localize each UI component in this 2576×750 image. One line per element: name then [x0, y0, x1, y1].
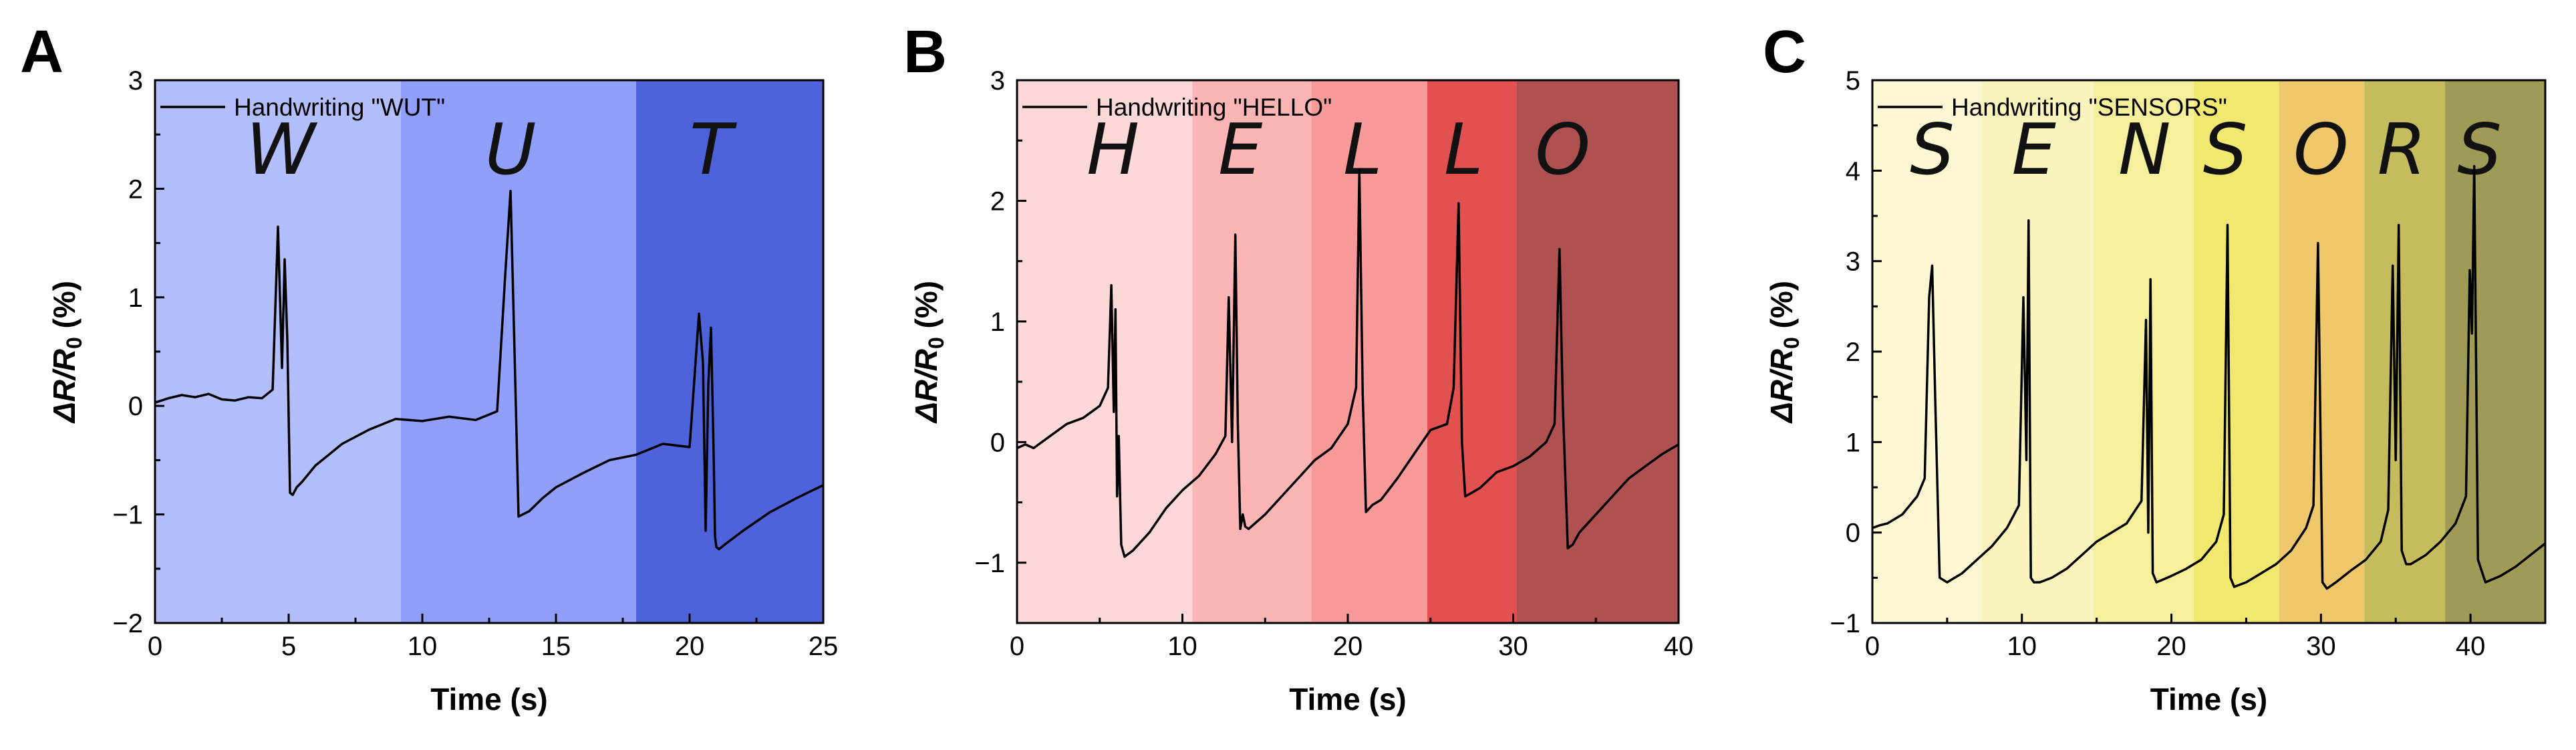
y-axis-title-main: ΔR/R — [909, 349, 944, 424]
color-band-1 — [1017, 80, 1193, 623]
panel-label: A — [20, 19, 63, 86]
y-tick-label: −1 — [974, 549, 1005, 578]
y-tick-label: −2 — [112, 609, 143, 638]
color-band-6 — [2364, 80, 2446, 623]
x-tick-label: 10 — [1167, 632, 1197, 661]
handwritten-letter-1: H — [1087, 109, 1139, 191]
y-axis-title: ΔR/R0 (%) — [909, 281, 948, 424]
y-axis-title-unit: (%) — [1764, 281, 1799, 337]
x-tick-label: 0 — [148, 632, 162, 661]
legend-label: Handwriting "WUT" — [234, 94, 445, 121]
legend-label: Handwriting "SENSORS" — [1951, 94, 2227, 121]
handwritten-letter-2: E — [1218, 109, 1263, 191]
y-tick-label: 1 — [1846, 428, 1860, 457]
color-band-3 — [1311, 80, 1427, 623]
x-tick-label: 30 — [2306, 632, 2336, 661]
handwritten-letter-5: O — [2293, 109, 2349, 191]
x-tick-label: 0 — [1010, 632, 1024, 661]
color-band-2 — [1981, 80, 2094, 623]
handwritten-letter-2: E — [2012, 109, 2057, 191]
legend-label: Handwriting "HELLO" — [1096, 94, 1332, 121]
handwritten-letter-3: T — [690, 109, 737, 191]
data-line — [1016, 169, 1679, 558]
y-tick-label: 1 — [128, 283, 143, 313]
y-tick-label: 2 — [990, 186, 1005, 216]
panel-label: B — [903, 19, 947, 86]
y-tick-label: 2 — [128, 174, 143, 204]
color-band-5 — [1516, 80, 1679, 623]
panel-label: C — [1763, 19, 1806, 86]
color-band-4 — [2194, 80, 2279, 623]
x-tick-label: 40 — [2456, 632, 2486, 661]
y-tick-label: −1 — [1830, 609, 1860, 638]
y-tick-label: 3 — [990, 66, 1005, 96]
x-tick-label: 0 — [1865, 632, 1880, 661]
y-tick-label: −1 — [112, 501, 143, 530]
y-tick-label: 4 — [1846, 156, 1860, 186]
y-axis-title-main: ΔR/R — [1764, 349, 1799, 424]
x-axis-title: Time (s) — [1289, 682, 1407, 717]
handwritten-letter-5: O — [1535, 109, 1590, 191]
data-line — [154, 189, 824, 551]
y-tick-label: 0 — [990, 428, 1005, 457]
y-tick-label: 1 — [990, 307, 1005, 337]
y-tick-label: 3 — [1846, 247, 1860, 277]
y-axis-title-subscript: 0 — [924, 337, 948, 349]
x-tick-label: 5 — [281, 632, 296, 661]
color-band-1 — [155, 80, 401, 623]
handwritten-letter-6: R — [2378, 109, 2426, 191]
x-tick-label: 40 — [1664, 632, 1694, 661]
handwritten-letter-4: S — [2203, 109, 2248, 191]
y-axis-title-unit: (%) — [47, 281, 82, 337]
handwritten-letter-3: N — [2118, 109, 2171, 191]
y-axis-title-subscript: 0 — [1779, 337, 1804, 349]
color-band-4 — [1427, 80, 1517, 623]
color-band-7 — [2445, 80, 2545, 623]
x-tick-label: 25 — [809, 632, 839, 661]
y-axis-title-main: ΔR/R — [47, 349, 82, 424]
y-axis-title: ΔR/R0 (%) — [47, 281, 86, 424]
handwritten-letter-3: L — [1343, 109, 1383, 191]
x-tick-label: 15 — [541, 632, 571, 661]
x-tick-label: 10 — [408, 632, 438, 661]
y-tick-label: 0 — [128, 392, 143, 421]
handwritten-letter-2: U — [485, 109, 537, 191]
x-tick-label: 10 — [2007, 632, 2037, 661]
handwritten-letter-1: W — [246, 109, 318, 191]
color-band-2 — [1192, 80, 1312, 623]
y-tick-label: 0 — [1846, 519, 1860, 548]
x-tick-label: 30 — [1498, 632, 1528, 661]
x-tick-label: 20 — [675, 632, 705, 661]
x-tick-label: 20 — [1333, 632, 1363, 661]
y-axis-title-unit: (%) — [909, 281, 944, 337]
y-axis-title-subscript: 0 — [62, 337, 86, 349]
handwritten-letter-1: S — [1910, 109, 1955, 191]
y-axis-title: ΔR/R0 (%) — [1764, 281, 1804, 424]
handwritten-letter-4: L — [1444, 109, 1483, 191]
y-tick-label: 2 — [1846, 338, 1860, 367]
x-tick-label: 20 — [2156, 632, 2186, 661]
color-band-2 — [401, 80, 636, 623]
y-tick-label: 3 — [128, 66, 143, 96]
data-line — [1872, 164, 2547, 590]
y-tick-label: 5 — [1846, 66, 1860, 96]
x-axis-title: Time (s) — [2150, 682, 2268, 717]
x-axis-title: Time (s) — [430, 682, 548, 717]
color-band-3 — [636, 80, 823, 623]
handwritten-letter-7: S — [2457, 109, 2502, 191]
